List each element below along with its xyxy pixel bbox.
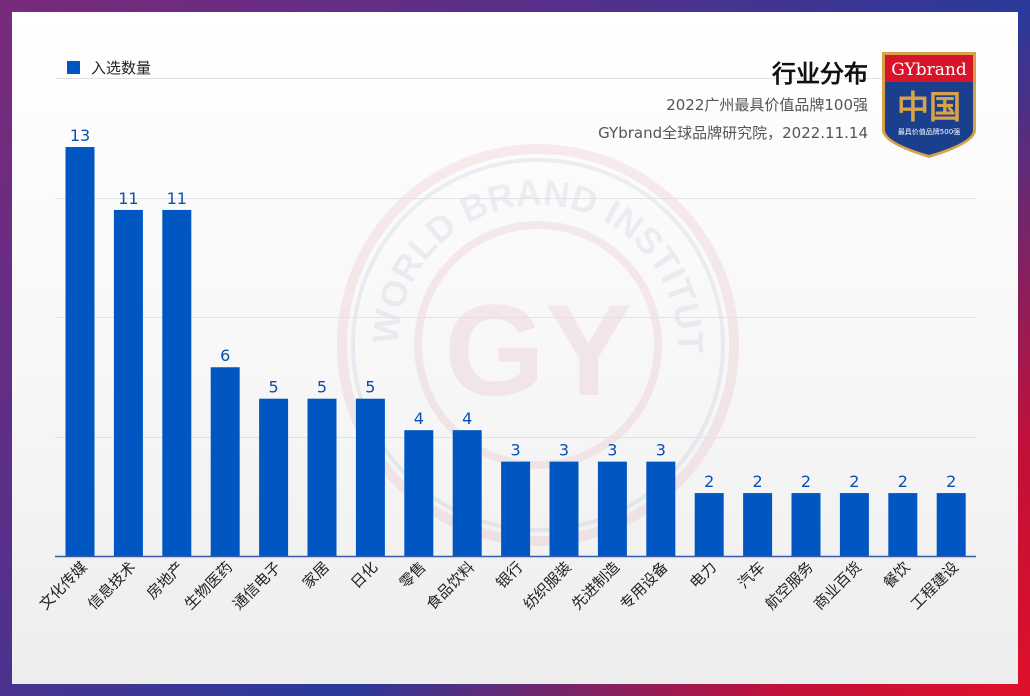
category-label: 食品饮料 [423,558,478,613]
data-label: 6 [220,346,230,365]
bar [936,493,966,556]
data-label: 2 [753,472,763,491]
bar [65,147,95,556]
category-label: 信息技术 [84,558,139,613]
gridlines [55,78,976,438]
brand-logo: GYbrand 中国 最具价值品牌500强 [882,52,976,158]
bar [839,493,869,556]
bar [646,461,676,556]
chart-subtitle-2: GYbrand全球品牌研究院，2022.11.14 [598,124,868,142]
data-label: 5 [365,378,375,397]
svg-text:GY: GY [444,277,632,423]
bar [549,461,579,556]
category-label: 通信电子 [229,558,284,613]
svg-text:最具价值品牌500强: 最具价值品牌500强 [898,127,960,136]
bar [501,461,531,556]
category-label: 汽车 [734,558,768,592]
category-label: 餐饮 [880,558,914,592]
category-label: 日化 [347,558,381,592]
category-label: 专用设备 [616,558,671,613]
bar [355,398,385,556]
data-label: 2 [801,472,811,491]
bar [210,367,240,556]
category-label: 电力 [686,558,720,592]
category-label: 商业百货 [810,558,865,613]
bar [259,398,289,556]
data-label: 2 [849,472,859,491]
data-label: 11 [118,189,138,208]
data-label: 11 [167,189,187,208]
category-label: 银行 [492,558,526,592]
data-label: 3 [511,441,521,460]
bar [162,209,192,556]
category-label: 零售 [396,558,430,592]
category-label: 生物医药 [181,558,236,613]
bar [888,493,918,556]
category-label: 房地产 [143,558,188,603]
data-label: 2 [898,472,908,491]
data-label: 5 [269,378,279,397]
data-label: 4 [462,409,472,428]
chart-subtitle-1: 2022广州最具价值品牌100强 [666,96,868,114]
bar [791,493,821,556]
data-label: 3 [607,441,617,460]
category-label: 航空服务 [762,558,817,613]
category-label: 家居 [299,558,333,592]
data-label: 3 [656,441,666,460]
category-label: 文化传媒 [36,558,91,613]
bar [694,493,724,556]
legend-swatch [67,61,80,74]
data-label: 2 [704,472,714,491]
category-label: 先进制造 [568,558,623,613]
bar [743,493,773,556]
bar [452,430,482,556]
data-label: 2 [946,472,956,491]
category-label: 纺织服装 [520,558,575,613]
data-label: 5 [317,378,327,397]
legend-label: 入选数量 [91,59,152,77]
svg-text:中国: 中国 [897,88,961,126]
legend: 入选数量 [67,57,151,78]
chart-title: 行业分布 [772,60,868,88]
bar [404,430,434,556]
bars: 13 11 11 6 5 5 5 4 4 3 3 3 3 2 2 2 2 2 2 [65,126,966,556]
bar [307,398,337,556]
bar [113,209,143,556]
data-label: 4 [414,409,424,428]
svg-text:GYbrand: GYbrand [891,60,967,80]
category-label: 工程建设 [907,558,962,613]
data-label: 13 [70,126,90,145]
data-label: 3 [559,441,569,460]
bar [597,461,627,556]
